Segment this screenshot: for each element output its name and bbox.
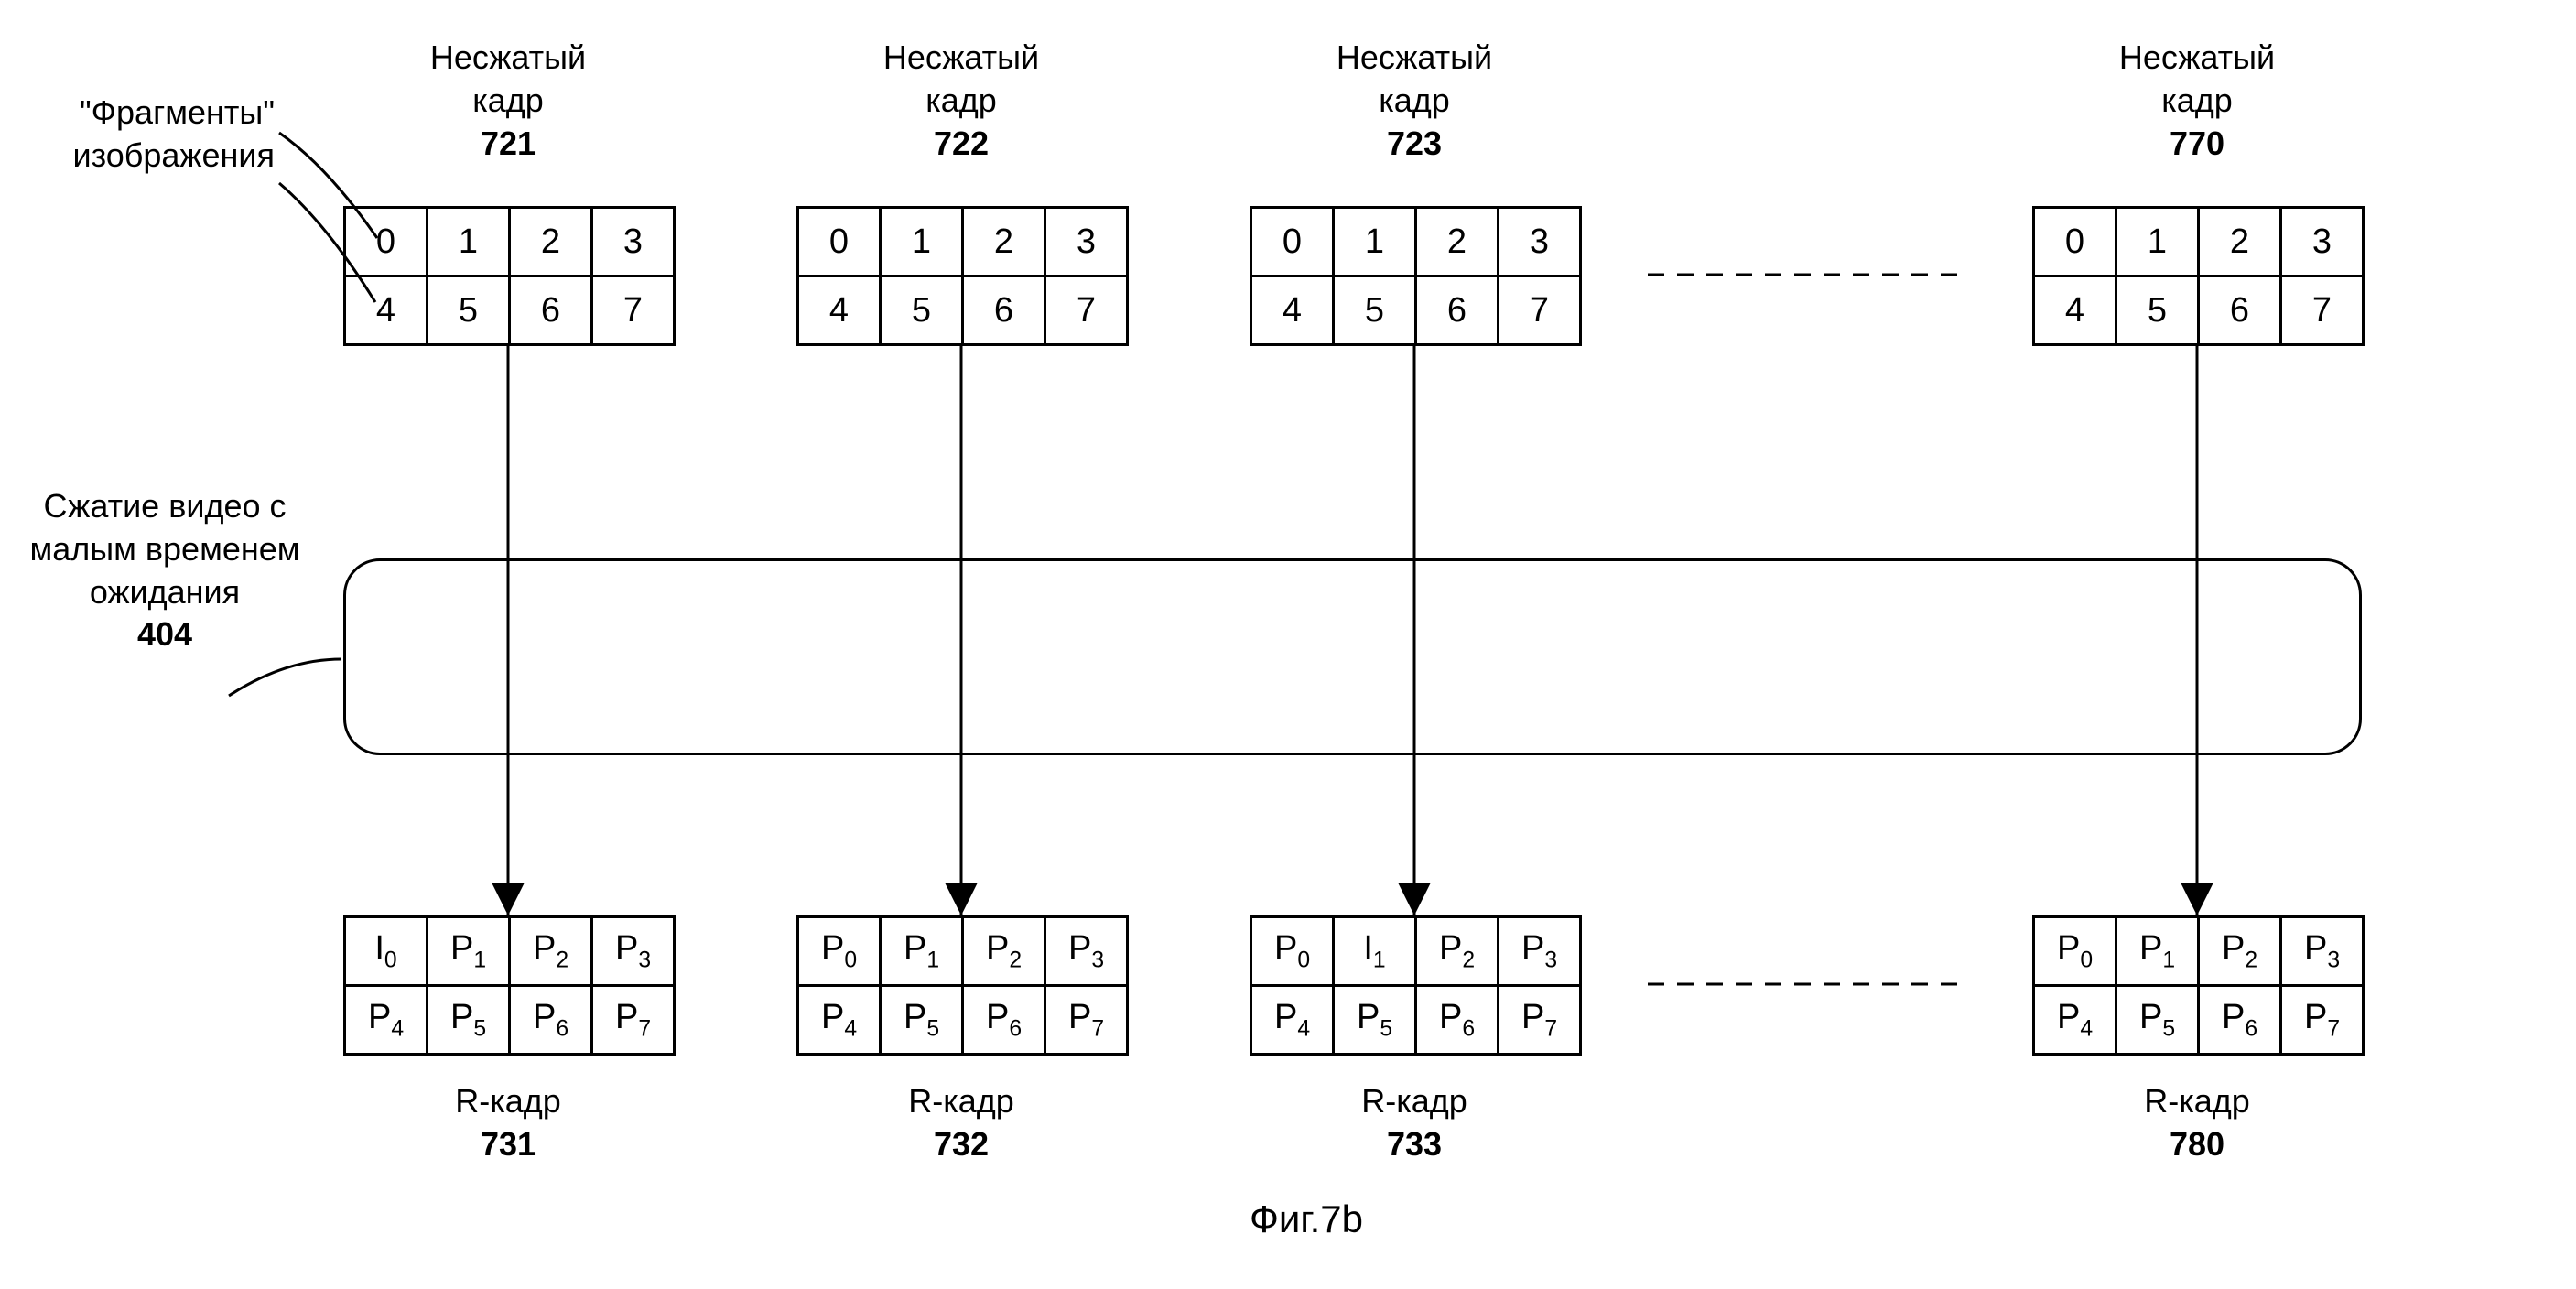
r-frame-tile: P6 <box>963 986 1045 1055</box>
fragments-label-1: "Фрагменты" <box>80 93 275 131</box>
r-frame-tile: P2 <box>1416 917 1499 986</box>
uncompressed-label: Несжатыйкадр <box>2119 38 2275 119</box>
r-frame-tile: P5 <box>881 986 963 1055</box>
frame-tile: 1 <box>881 208 963 276</box>
frame-tile: 3 <box>2281 208 2364 276</box>
frame-tile: 5 <box>428 276 510 345</box>
frame-tile: 7 <box>1045 276 1128 345</box>
frame-tile: 3 <box>1499 208 1581 276</box>
uncompressed-label: Несжатыйкадр <box>883 38 1039 119</box>
r-frame-tile: P3 <box>592 917 675 986</box>
r-frame-label: R-кадр <box>455 1082 561 1120</box>
r-frame-grid: P0P1P2P3 P4P5P6P7 <box>2032 915 2365 1056</box>
frame-number-bottom: 731 <box>481 1125 536 1163</box>
frame-tile: 2 <box>510 208 592 276</box>
compressor-number: 404 <box>137 615 192 653</box>
r-frame-tile: P6 <box>1416 986 1499 1055</box>
frame-tile: 2 <box>2199 208 2281 276</box>
frame-tile: 0 <box>1251 208 1334 276</box>
r-frame-tile: P7 <box>2281 986 2364 1055</box>
frame-number-bottom: 780 <box>2170 1125 2224 1163</box>
frame-tile: 7 <box>2281 276 2364 345</box>
compressor-label-2: малым временем <box>30 530 300 568</box>
uncompressed-frame-grid: 0123 4567 <box>2032 206 2365 346</box>
compressor-label-3: ожидания <box>90 573 240 611</box>
frame-tile: 5 <box>1334 276 1416 345</box>
r-frame-tile: P7 <box>592 986 675 1055</box>
frame-tile: 6 <box>963 276 1045 345</box>
r-frame-tile: P4 <box>345 986 428 1055</box>
r-frame-tile: P2 <box>963 917 1045 986</box>
r-frame-tile: P6 <box>2199 986 2281 1055</box>
uncompressed-label: Несжатыйкадр <box>430 38 586 119</box>
frame-tile: 0 <box>798 208 881 276</box>
frame-tile: 6 <box>1416 276 1499 345</box>
r-frame-grid: I0P1P2P3 P4P5P6P7 <box>343 915 676 1056</box>
frame-number-top: 723 <box>1387 125 1442 162</box>
frame-tile: 4 <box>1251 276 1334 345</box>
frame-tile: 1 <box>2116 208 2199 276</box>
frame-tile: 2 <box>963 208 1045 276</box>
frame-number-bottom: 732 <box>934 1125 989 1163</box>
r-frame-tile: P5 <box>428 986 510 1055</box>
frame-tile: 3 <box>1045 208 1128 276</box>
r-frame-tile: P2 <box>510 917 592 986</box>
compressor-label-1: Сжатие видео с <box>43 487 286 525</box>
r-frame-tile: P7 <box>1499 986 1581 1055</box>
uncompressed-frame-grid: 0123 4567 <box>796 206 1129 346</box>
r-frame-tile: P1 <box>2116 917 2199 986</box>
r-frame-grid: P0P1P2P3 P4P5P6P7 <box>796 915 1129 1056</box>
frame-number-top: 770 <box>2170 125 2224 162</box>
r-frame-tile: P1 <box>428 917 510 986</box>
frame-tile: 5 <box>2116 276 2199 345</box>
frame-tile: 7 <box>592 276 675 345</box>
r-frame-tile: P0 <box>1251 917 1334 986</box>
frame-tile: 5 <box>881 276 963 345</box>
figure-label: Фиг.7b <box>1250 1197 1363 1240</box>
frame-tile: 1 <box>428 208 510 276</box>
r-frame-tile: I1 <box>1334 917 1416 986</box>
r-frame-tile: P4 <box>798 986 881 1055</box>
r-frame-label: R-кадр <box>908 1082 1014 1120</box>
frame-number-top: 722 <box>934 125 989 162</box>
compressor-box <box>343 558 2362 755</box>
r-frame-tile: P6 <box>510 986 592 1055</box>
frame-number-bottom: 733 <box>1387 1125 1442 1163</box>
r-frame-tile: P4 <box>2034 986 2116 1055</box>
r-frame-tile: P2 <box>2199 917 2281 986</box>
frame-tile: 0 <box>345 208 428 276</box>
uncompressed-frame-grid: 0123 4567 <box>1250 206 1582 346</box>
r-frame-tile: P0 <box>798 917 881 986</box>
frame-tile: 6 <box>510 276 592 345</box>
r-frame-tile: P3 <box>1045 917 1128 986</box>
frame-tile: 0 <box>2034 208 2116 276</box>
r-frame-label: R-кадр <box>2144 1082 2250 1120</box>
r-frame-tile: P7 <box>1045 986 1128 1055</box>
r-frame-grid: P0I1P2P3 P4P5P6P7 <box>1250 915 1582 1056</box>
r-frame-label: R-кадр <box>1361 1082 1467 1120</box>
uncompressed-label: Несжатыйкадр <box>1337 38 1492 119</box>
frame-tile: 6 <box>2199 276 2281 345</box>
r-frame-tile: P3 <box>2281 917 2364 986</box>
frame-tile: 4 <box>345 276 428 345</box>
fragments-label-2: изображения <box>73 136 275 174</box>
frame-tile: 1 <box>1334 208 1416 276</box>
frame-tile: 4 <box>2034 276 2116 345</box>
uncompressed-frame-grid: 0123 4567 <box>343 206 676 346</box>
r-frame-tile: P5 <box>1334 986 1416 1055</box>
frame-tile: 4 <box>798 276 881 345</box>
frame-tile: 7 <box>1499 276 1581 345</box>
r-frame-tile: P5 <box>2116 986 2199 1055</box>
r-frame-tile: P4 <box>1251 986 1334 1055</box>
r-frame-tile: P1 <box>881 917 963 986</box>
frame-tile: 3 <box>592 208 675 276</box>
r-frame-tile: I0 <box>345 917 428 986</box>
r-frame-tile: P3 <box>1499 917 1581 986</box>
frame-number-top: 721 <box>481 125 536 162</box>
r-frame-tile: P0 <box>2034 917 2116 986</box>
frame-tile: 2 <box>1416 208 1499 276</box>
